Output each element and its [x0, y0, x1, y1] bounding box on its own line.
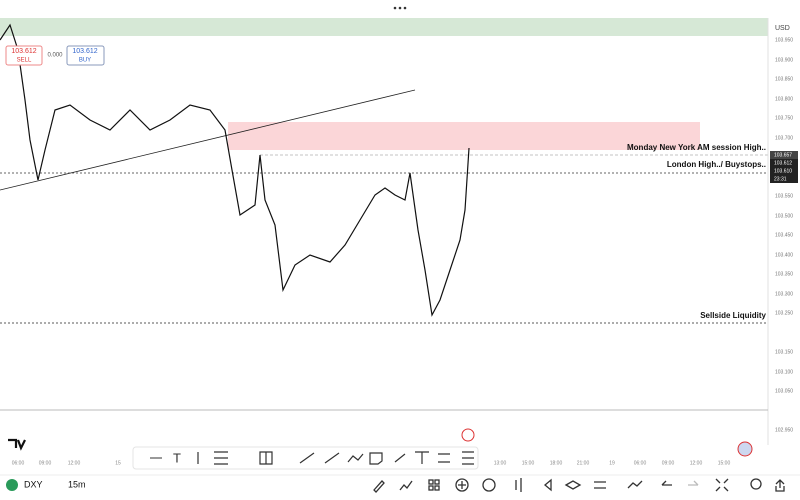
price-label: 103.950 [775, 37, 793, 43]
price-box [770, 175, 798, 183]
time-label: 06:00 [12, 460, 25, 466]
price-label: 103.550 [775, 193, 793, 199]
symbol[interactable]: DXY [24, 479, 43, 489]
drawing-toolbar[interactable]: T [132, 446, 479, 470]
current-price: 103.610 [774, 168, 792, 174]
price-label: 102.950 [775, 427, 793, 433]
price-label: 103.150 [775, 349, 793, 355]
spread: 0.000 [47, 53, 63, 59]
timeframe[interactable]: 15m [68, 479, 86, 489]
time-label: 13:00 [494, 460, 507, 466]
footer-icons[interactable] [373, 478, 785, 493]
time-label: 06:00 [634, 460, 647, 466]
price-label: 103.900 [775, 57, 793, 63]
tv-logo [8, 438, 26, 451]
annotation: Monday New York AM session High.. [627, 143, 766, 152]
price-label: 103.500 [775, 213, 793, 219]
time-label: 12:00 [68, 460, 81, 466]
time-label: 15:00 [522, 460, 535, 466]
time-label: 18:00 [550, 460, 563, 466]
price-label: 103.400 [775, 252, 793, 258]
time-label: 12:00 [690, 460, 703, 466]
price-label: 103.100 [775, 369, 793, 375]
current-price: 23:31 [774, 176, 787, 182]
price-label: 103.800 [775, 96, 793, 102]
buy-price: 103.612 [72, 48, 97, 55]
price-label: 103.750 [775, 115, 793, 121]
time-label: 21:00 [577, 460, 590, 466]
price-label: 103.700 [775, 135, 793, 141]
time-label: 09:00 [39, 460, 52, 466]
price-label: 103.300 [775, 291, 793, 297]
currency: USD [775, 25, 790, 32]
price-path [0, 23, 470, 317]
current-price: 103.612 [774, 160, 792, 166]
annotation: Sellside Liquidity [700, 311, 766, 320]
price-label: 103.250 [775, 310, 793, 316]
price-box [770, 151, 798, 159]
sell-price: 103.612 [11, 48, 36, 55]
time-label: 15:00 [718, 460, 731, 466]
price-label: 103.050 [775, 388, 793, 394]
time-label: 09:00 [662, 460, 675, 466]
green-zone [0, 18, 768, 36]
current-price: 103.657 [774, 152, 792, 158]
price-box [770, 167, 798, 175]
buy-button[interactable] [66, 45, 105, 66]
sell-button[interactable] [5, 45, 43, 66]
time-label: 19 [609, 460, 615, 466]
flag-icon[interactable] [737, 441, 753, 457]
buy-label: BUY [79, 58, 91, 64]
sell-label: SELL [17, 58, 32, 64]
time-label: 15 [115, 460, 121, 466]
annotation: London High../ Buystops.. [667, 160, 766, 169]
price-label: 103.450 [775, 232, 793, 238]
svg-text:T: T [173, 450, 181, 465]
alert-icon[interactable] [461, 428, 475, 442]
order-panel: 103.612 SELL 0.000 103.612 BUY [5, 45, 105, 66]
price-label: 103.850 [775, 76, 793, 82]
symbol-icon [6, 479, 18, 491]
top-menu[interactable] [393, 6, 407, 10]
price-label: 103.350 [775, 271, 793, 277]
supply-zone [228, 122, 700, 150]
price-box [770, 159, 798, 167]
